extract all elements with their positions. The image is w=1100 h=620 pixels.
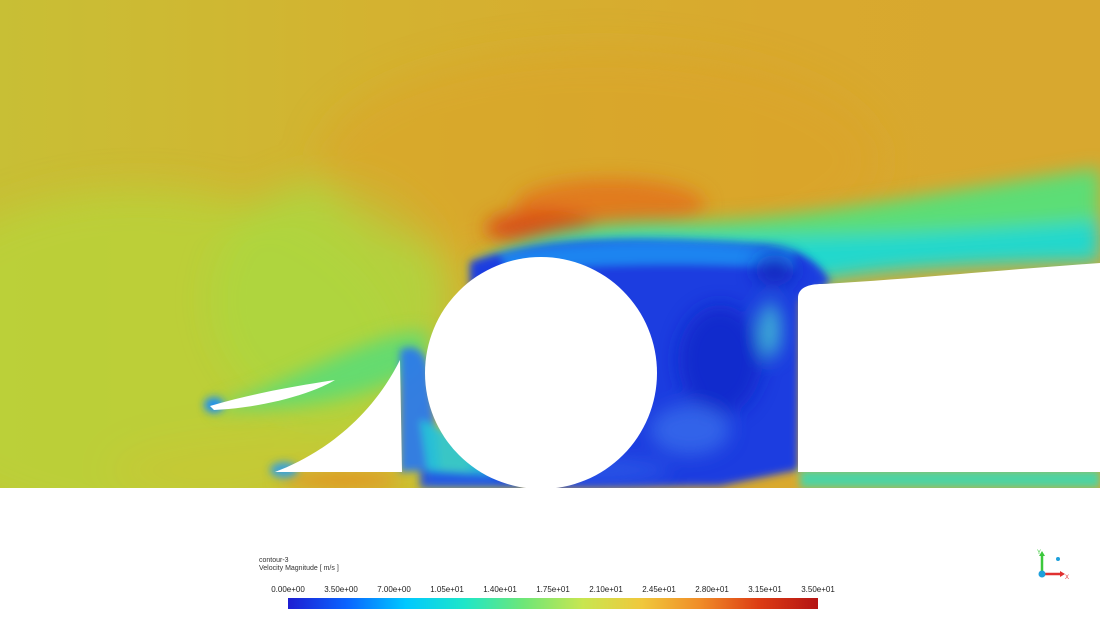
color-legend: contour-3 Velocity Magnitude [ m/s ] 0.0… [259,557,839,613]
legend-tick-label: 0.00e+00 [271,585,305,594]
front-wing-element [210,380,335,410]
legend-tick-label: 2.10e+01 [589,585,623,594]
legend-tick-label: 1.05e+01 [430,585,464,594]
legend-tick-label: 3.15e+01 [748,585,782,594]
legend-tick-label: 1.40e+01 [483,585,517,594]
wheel-body [425,257,657,488]
legend-subtitle: Velocity Magnitude [ m/s ] [259,565,339,572]
axes-triad[interactable]: Y X [1028,548,1072,584]
legend-title: contour-3 [259,557,289,564]
legend-tick-label: 1.75e+01 [536,585,570,594]
legend-tick-label: 3.50e+00 [324,585,358,594]
legend-tick-label: 3.50e+01 [801,585,835,594]
colorbar [288,598,818,609]
legend-tick-label: 2.45e+01 [642,585,676,594]
z-axis-dot [1038,570,1046,578]
car-body [798,263,1100,472]
legend-tick-label: 7.00e+00 [377,585,411,594]
y-axis-label: Y [1037,550,1041,556]
x-axis-arrow [1060,571,1065,577]
x-axis-label: X [1065,575,1069,581]
z-axis-indicator [1056,557,1060,561]
legend-tick-labels: 0.00e+00 3.50e+00 7.00e+00 1.05e+01 1.40e+01… [259,585,839,595]
legend-tick-label: 2.80e+01 [695,585,729,594]
nose-cone-body [275,360,402,472]
y-axis-arrow [1039,551,1045,556]
